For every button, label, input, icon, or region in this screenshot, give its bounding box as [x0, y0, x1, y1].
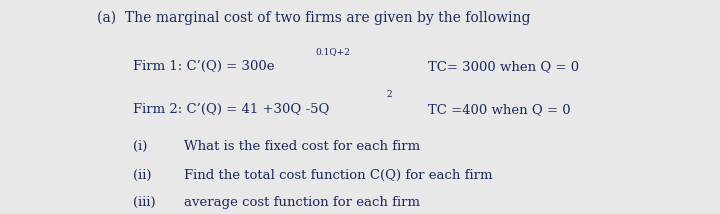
Text: average cost function for each firm: average cost function for each firm — [184, 196, 420, 209]
Text: Firm 2: C’(Q) = 41 +30Q -5Q: Firm 2: C’(Q) = 41 +30Q -5Q — [133, 103, 330, 116]
Text: Find the total cost function C(Q) for each firm: Find the total cost function C(Q) for ea… — [184, 169, 492, 182]
Text: (iii): (iii) — [133, 196, 156, 209]
Text: TC =400 when Q = 0: TC =400 when Q = 0 — [428, 103, 571, 116]
Text: What is the fixed cost for each firm: What is the fixed cost for each firm — [184, 140, 420, 153]
Text: Firm 1: C’(Q) = 300e: Firm 1: C’(Q) = 300e — [133, 60, 275, 73]
Text: 2: 2 — [387, 90, 392, 99]
Text: (i): (i) — [133, 140, 148, 153]
Text: (ii): (ii) — [133, 169, 152, 182]
Text: 0.1Q+2: 0.1Q+2 — [316, 47, 351, 56]
Text: (a)  The marginal cost of two firms are given by the following: (a) The marginal cost of two firms are g… — [97, 11, 531, 25]
Text: TC= 3000 when Q = 0: TC= 3000 when Q = 0 — [428, 60, 580, 73]
